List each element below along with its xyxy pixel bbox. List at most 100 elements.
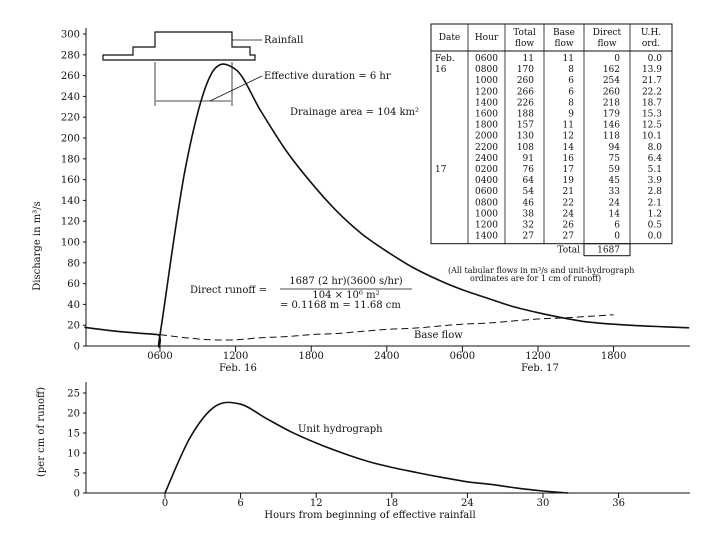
table-cell: 91 [523, 154, 534, 164]
lower-y-tick-label: 15 [67, 429, 80, 440]
base-flow-label: Base flow [414, 330, 463, 341]
upper-x-ticks: 0600 1200 1800 2400 0600 1200 1800 [147, 346, 626, 362]
table-total-box [583, 243, 631, 257]
table-cell: 38 [523, 209, 535, 219]
table-header-cell: flow [515, 39, 534, 49]
lower-x-tick-label: 12 [310, 498, 323, 509]
table-cell: 24 [609, 198, 621, 208]
table-cell: 1200 [475, 87, 498, 97]
table-cell: 13.9 [642, 65, 662, 75]
table-cell: 2.8 [648, 187, 663, 197]
table-cell: 33 [609, 187, 621, 197]
table-cell: 19 [563, 176, 575, 186]
table-cell: 64 [523, 176, 535, 186]
lower-x-tick-label: 6 [237, 498, 243, 509]
table-cell: 14 [609, 209, 621, 219]
table-cell: 21.7 [642, 76, 662, 86]
lower-y-tick-label: 25 [67, 389, 80, 400]
upper-y-tick-label: 80 [67, 258, 80, 269]
table-cell: 0.0 [648, 232, 663, 242]
table-cell: 9 [568, 110, 574, 120]
upper-y-tick-label: 300 [61, 30, 80, 41]
lower-y-tick-label: 20 [67, 409, 80, 420]
table-cell: 1.2 [648, 209, 662, 219]
total-flow-line [84, 63, 690, 348]
table-cell: 6 [568, 76, 574, 86]
unit-hydrograph-line [164, 401, 569, 494]
table-cell: 118 [603, 132, 620, 142]
table-cell: 17 [563, 165, 575, 175]
table-cell: 8 [568, 98, 574, 108]
table-cell: 108 [517, 143, 534, 153]
table-cell: 16 [563, 154, 575, 164]
table-total-value: 1687 [597, 246, 620, 256]
rainfall-hyetograph [102, 31, 256, 61]
table-cell: 0 [614, 232, 620, 242]
table-cell: 8 [568, 65, 574, 75]
upper-x-tick-label: 2400 [374, 351, 399, 362]
drainage-area-label: Drainage area = 104 km² [290, 107, 419, 118]
table-cell: 11 [563, 121, 574, 131]
lower-x-ticks: 0 6 12 18 24 30 36 [162, 493, 625, 509]
upper-y-tick-label: 20 [67, 321, 80, 332]
table-cell: 27 [563, 232, 575, 242]
table-cell: 2200 [475, 143, 498, 153]
date-label-feb16: Feb. 16 [219, 363, 257, 374]
upper-y-tick-label: 220 [61, 113, 80, 124]
table-cell: 32 [523, 221, 534, 231]
table-border [430, 23, 673, 245]
table-cell: 170 [517, 65, 534, 75]
table-cell: 1400 [475, 232, 498, 242]
table-cell: 5.1 [648, 165, 662, 175]
table-total-label: Total [557, 246, 580, 256]
table-cell: 188 [517, 110, 534, 120]
table-cell: 21 [563, 187, 574, 197]
lower-y-tick-label: 0 [74, 489, 80, 500]
table-cell: 254 [603, 76, 620, 86]
base-flow-line [159, 314, 614, 341]
table-cell: 17 [435, 165, 447, 175]
upper-chart: 0204060801001201401601802002202402602803… [32, 23, 690, 374]
rainfall-label: Rainfall [264, 35, 303, 46]
table-cell: 218 [603, 98, 620, 108]
table-cell: 0 [614, 54, 620, 64]
flow-table: Date Hour TotalflowBaseflowDirectflowU.H.o… [430, 23, 673, 257]
table-cell: 12 [563, 132, 574, 142]
table-header-cell: Total [513, 28, 536, 38]
upper-y-tick-label: 260 [61, 71, 80, 82]
table-cell: 1600 [475, 110, 498, 120]
table-header-cell: Hour [475, 33, 499, 43]
table-cell: 76 [523, 165, 535, 175]
table-header-cell: U.H. [641, 28, 661, 38]
upper-x-tick-label: 1200 [223, 351, 248, 362]
upper-y-tick-label: 160 [61, 175, 80, 186]
table-cell: 260 [517, 76, 534, 86]
table-cell: Feb. [435, 54, 455, 64]
table-cell: 15.3 [642, 110, 662, 120]
lower-x-axis-label: Hours from beginning of effective rainfa… [264, 510, 475, 521]
table-cell: 179 [603, 110, 620, 120]
upper-y-tick-label: 40 [67, 300, 80, 311]
direct-runoff-eq-result: = 0.1168 m = 11.68 cm [280, 300, 401, 311]
direct-runoff-eq-lhs: Direct runoff = [190, 285, 267, 296]
table-cell: 27 [523, 232, 535, 242]
table-cell: 1400 [475, 98, 498, 108]
table-cell: 130 [517, 132, 534, 142]
table-note-line-1: (All tabular flows in m³/s and unit-hydr… [448, 266, 634, 275]
upper-x-tick-label: 0600 [450, 351, 475, 362]
lower-x-tick-label: 24 [461, 498, 474, 509]
table-cell: 0800 [475, 65, 498, 75]
direct-runoff-eq-denominator: 104 × 10⁶ m² [312, 290, 379, 301]
table-cell: 6 [568, 87, 574, 97]
upper-y-tick-label: 280 [61, 50, 80, 61]
table-header-cell: Base [553, 28, 575, 38]
table-cell: 11 [563, 54, 574, 64]
table-cell: 162 [603, 65, 620, 75]
table-cell: 2400 [475, 154, 498, 164]
table-cell: 260 [603, 87, 620, 97]
lower-y-tick-label: 10 [67, 449, 80, 460]
upper-y-tick-label: 200 [61, 134, 80, 145]
table-header-cell: flow [554, 39, 573, 49]
table-header-cell: flow [597, 39, 616, 49]
table-cell: 1000 [475, 209, 498, 219]
